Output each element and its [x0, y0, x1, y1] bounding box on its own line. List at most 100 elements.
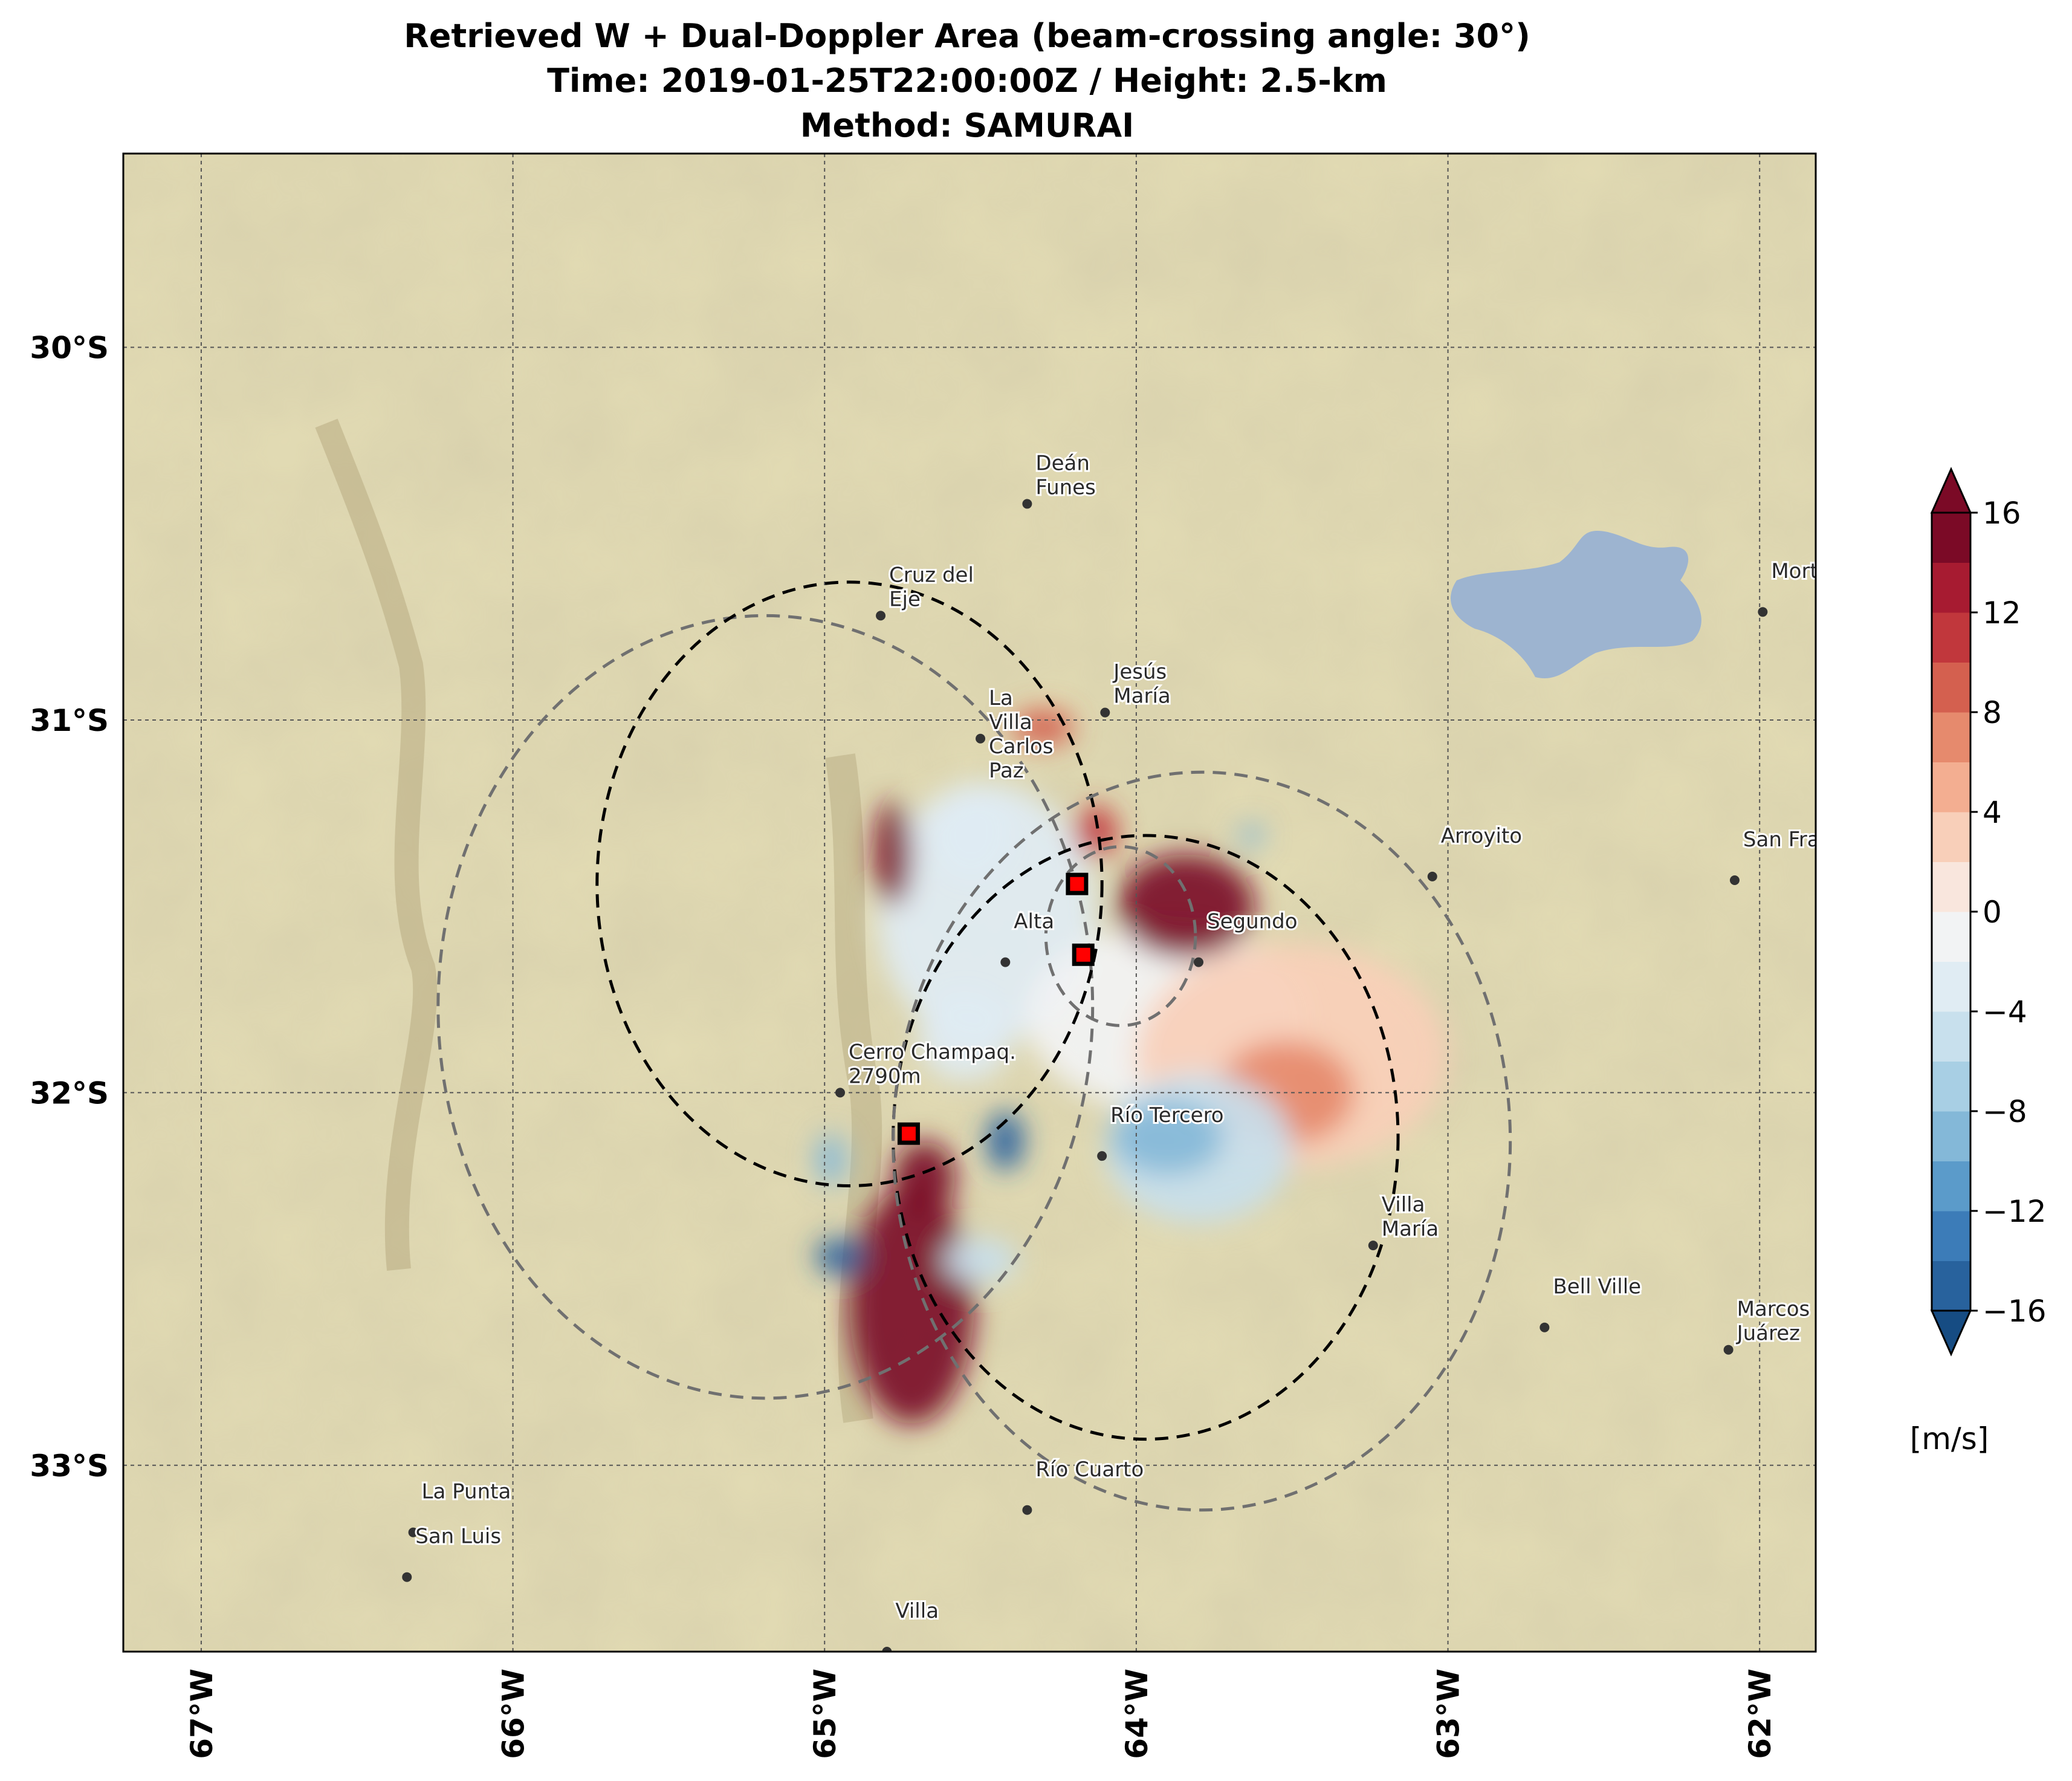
- place-label: San Francisco: [1743, 828, 1885, 852]
- colorbar-tick-label: 0: [1983, 895, 2002, 930]
- latitude-tick-label: 33°S: [30, 1448, 109, 1484]
- place-label: 2790m: [849, 1064, 921, 1088]
- beam-crossing-lobe-gray: [1044, 845, 1197, 1027]
- mountain-range-west: [315, 418, 438, 1271]
- longitude-tick-label: 64°W: [1119, 1669, 1154, 1759]
- w-field-blob: [1239, 824, 1264, 847]
- town-marker: [402, 1572, 412, 1582]
- colorbar-segment: [1932, 662, 1970, 713]
- w-field-blob: [874, 802, 912, 907]
- latitude-tick-label: 30°S: [30, 331, 109, 366]
- place-label: Alta: [1014, 910, 1054, 934]
- place-label: San Luis: [415, 1525, 501, 1549]
- place-label: La: [989, 686, 1013, 710]
- place-label: Deán: [1035, 451, 1089, 475]
- colorbar-tick-label: 8: [1983, 695, 2002, 730]
- place-label: Cerro Champaq.: [849, 1040, 1016, 1064]
- colorbar-segment: [1932, 1061, 1970, 1112]
- colorbar-extend-min: [1930, 1309, 1972, 1357]
- w-field-blob: [1011, 709, 1074, 747]
- w-field-blob: [849, 1186, 974, 1424]
- latitude-tick-label: 32°S: [30, 1075, 109, 1111]
- colorbar-tick-label: −16: [1983, 1294, 2047, 1329]
- longitude-tick-label: 62°W: [1743, 1669, 1778, 1759]
- w-field-blob: [943, 1238, 1018, 1283]
- place-label: Carlos: [989, 735, 1054, 759]
- colorbar-tick-label: −12: [1983, 1194, 2047, 1229]
- longitude-tick-label: 65°W: [808, 1669, 843, 1759]
- latitude-tick-label: 31°S: [30, 703, 109, 738]
- lat-lon-gridlines: [123, 154, 1816, 1652]
- beam-crossing-lobe-gray: [436, 614, 1095, 1400]
- map-frame: [122, 152, 1817, 1653]
- town-marker: [1368, 1241, 1378, 1251]
- place-label: María: [1382, 1217, 1439, 1241]
- colorbar-tick-label: 16: [1983, 496, 2021, 531]
- place-label: Paz: [989, 759, 1024, 783]
- place-label: Marcos: [1737, 1297, 1810, 1322]
- longitude-tick-label: 67°W: [184, 1669, 219, 1759]
- town-marker: [835, 1088, 846, 1098]
- place-label: Juárez: [1736, 1322, 1800, 1346]
- w-field-blob: [815, 1134, 847, 1186]
- town-marker: [408, 1527, 418, 1537]
- w-field-blob: [815, 1238, 866, 1276]
- radar-sites: [897, 872, 1095, 1145]
- w-field-blob: [918, 991, 1012, 1082]
- town-marker: [1539, 1322, 1550, 1332]
- town-marker: [1022, 499, 1032, 509]
- place-label: Morteros: [1771, 559, 1862, 583]
- radar-site-marker: [897, 1122, 920, 1145]
- radar-site-marker: [1072, 943, 1095, 966]
- place-label: Río Cuarto: [1035, 1458, 1144, 1482]
- town-marker: [1000, 957, 1011, 967]
- colorbar-units: [m/s]: [1910, 1421, 1989, 1456]
- town-marker: [1100, 707, 1110, 718]
- town-marker: [1729, 875, 1740, 886]
- place-label: María: [1113, 684, 1170, 709]
- colorbar-segment: [1932, 1260, 1970, 1311]
- colorbar-tick-label: −4: [1983, 994, 2027, 1030]
- place-label: Bell Ville: [1553, 1275, 1641, 1299]
- radar-site-marker: [1066, 872, 1089, 895]
- dual-doppler-lobes: [436, 580, 1512, 1512]
- colorbar-segment: [1932, 812, 1970, 862]
- place-label: Segundo: [1207, 910, 1298, 934]
- town-marker: [882, 1647, 892, 1652]
- colorbar-segment: [1932, 712, 1970, 762]
- place-label: La Punta: [422, 1480, 511, 1504]
- place-label: Villa: [895, 1599, 939, 1623]
- longitude-tick-label: 63°W: [1431, 1669, 1466, 1759]
- colorbar-segment: [1932, 612, 1970, 663]
- colorbar-segment: [1932, 1011, 1970, 1062]
- beam-crossing-lobe-black: [595, 580, 1104, 1187]
- longitude-tick-labels: 67°W 66°W 65°W 64°W 63°W 62°W: [184, 1669, 1778, 1759]
- title-line-1: Retrieved W + Dual-Doppler Area (beam-cr…: [404, 17, 1530, 55]
- colorbar-tick-label: −8: [1983, 1094, 2027, 1129]
- place-label: Eje: [889, 587, 921, 611]
- title-line-2: Time: 2019-01-25T22:00:00Z / Height: 2.5…: [547, 62, 1387, 100]
- place-label: Río Tercero: [1110, 1103, 1223, 1127]
- town-marker: [876, 611, 886, 621]
- colorbar-segment: [1932, 1211, 1970, 1261]
- colorbar-extend-max: [1930, 467, 1972, 514]
- place-label: Villa: [1382, 1193, 1425, 1217]
- colorbar-segment: [1932, 912, 1970, 962]
- town-marker: [1194, 957, 1204, 967]
- colorbar-segment: [1932, 1111, 1970, 1161]
- beam-crossing-lobe-gray: [892, 770, 1512, 1512]
- longitude-tick-label: 66°W: [496, 1669, 531, 1759]
- colorbar-segment: [1932, 513, 1970, 563]
- colorbar-segment: [1932, 861, 1970, 912]
- colorbar-tick-label: 4: [1983, 795, 2002, 830]
- town-marker: [1097, 1151, 1107, 1161]
- place-label: Cruz del: [889, 563, 974, 587]
- w-field-blob: [893, 1141, 956, 1216]
- w-field-blob: [1111, 1100, 1224, 1175]
- retrieved-w-field: [815, 709, 1448, 1424]
- w-field-blob: [930, 783, 1012, 881]
- colorbar-segment: [1932, 1161, 1970, 1212]
